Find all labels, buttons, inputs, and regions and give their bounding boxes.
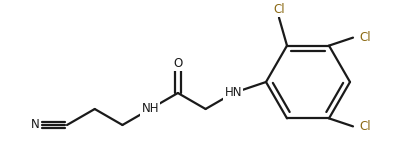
Text: Cl: Cl [359, 120, 371, 133]
Text: O: O [173, 57, 183, 69]
Text: NH: NH [141, 103, 159, 116]
Text: Cl: Cl [273, 3, 285, 16]
Text: N: N [31, 118, 39, 132]
Text: Cl: Cl [359, 31, 371, 44]
Text: HN: HN [224, 87, 242, 99]
